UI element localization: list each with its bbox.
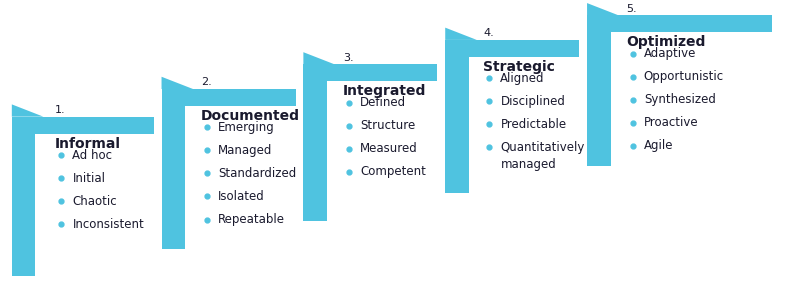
Text: Measured: Measured — [360, 142, 418, 155]
Polygon shape — [162, 77, 193, 89]
Text: 4.: 4. — [483, 28, 494, 38]
Text: 2.: 2. — [201, 77, 212, 87]
Text: Strategic: Strategic — [483, 60, 555, 74]
Text: Documented: Documented — [201, 109, 300, 123]
Text: 1.: 1. — [55, 105, 65, 115]
Text: Managed: Managed — [218, 144, 273, 157]
Text: Emerging: Emerging — [218, 121, 275, 134]
Bar — [587, 15, 772, 32]
Bar — [303, 64, 327, 221]
Text: Defined: Defined — [360, 96, 407, 109]
Text: Informal: Informal — [55, 137, 121, 151]
Bar — [303, 64, 437, 81]
Text: Predictable: Predictable — [500, 118, 567, 131]
Bar — [445, 40, 579, 57]
Polygon shape — [587, 3, 619, 15]
Bar — [162, 89, 296, 106]
Text: Quantitatively: Quantitatively — [500, 141, 585, 154]
Bar — [12, 117, 35, 276]
Bar — [445, 40, 469, 193]
Polygon shape — [445, 28, 477, 40]
Text: Optimized: Optimized — [626, 35, 706, 49]
Text: Chaotic: Chaotic — [72, 195, 117, 208]
Text: Ad hoc: Ad hoc — [72, 149, 113, 161]
Text: Inconsistent: Inconsistent — [72, 218, 144, 231]
Text: Aligned: Aligned — [500, 72, 545, 85]
Text: Integrated: Integrated — [343, 84, 426, 99]
Text: Proactive: Proactive — [644, 116, 698, 129]
Text: Standardized: Standardized — [218, 167, 296, 180]
Text: Repeatable: Repeatable — [218, 213, 285, 226]
Text: Disciplined: Disciplined — [500, 95, 565, 108]
Bar — [587, 15, 611, 166]
Bar — [162, 89, 185, 249]
Text: managed: managed — [500, 158, 556, 171]
Text: 3.: 3. — [343, 53, 353, 63]
Text: Initial: Initial — [72, 172, 106, 185]
Bar — [12, 117, 154, 134]
Text: Adaptive: Adaptive — [644, 47, 696, 60]
Text: Agile: Agile — [644, 139, 673, 152]
Polygon shape — [303, 52, 335, 64]
Text: Structure: Structure — [360, 119, 415, 132]
Text: Isolated: Isolated — [218, 190, 265, 203]
Text: 5.: 5. — [626, 4, 637, 14]
Text: Opportunistic: Opportunistic — [644, 70, 724, 83]
Text: Competent: Competent — [360, 165, 426, 178]
Text: Synthesized: Synthesized — [644, 93, 716, 106]
Polygon shape — [12, 104, 43, 117]
